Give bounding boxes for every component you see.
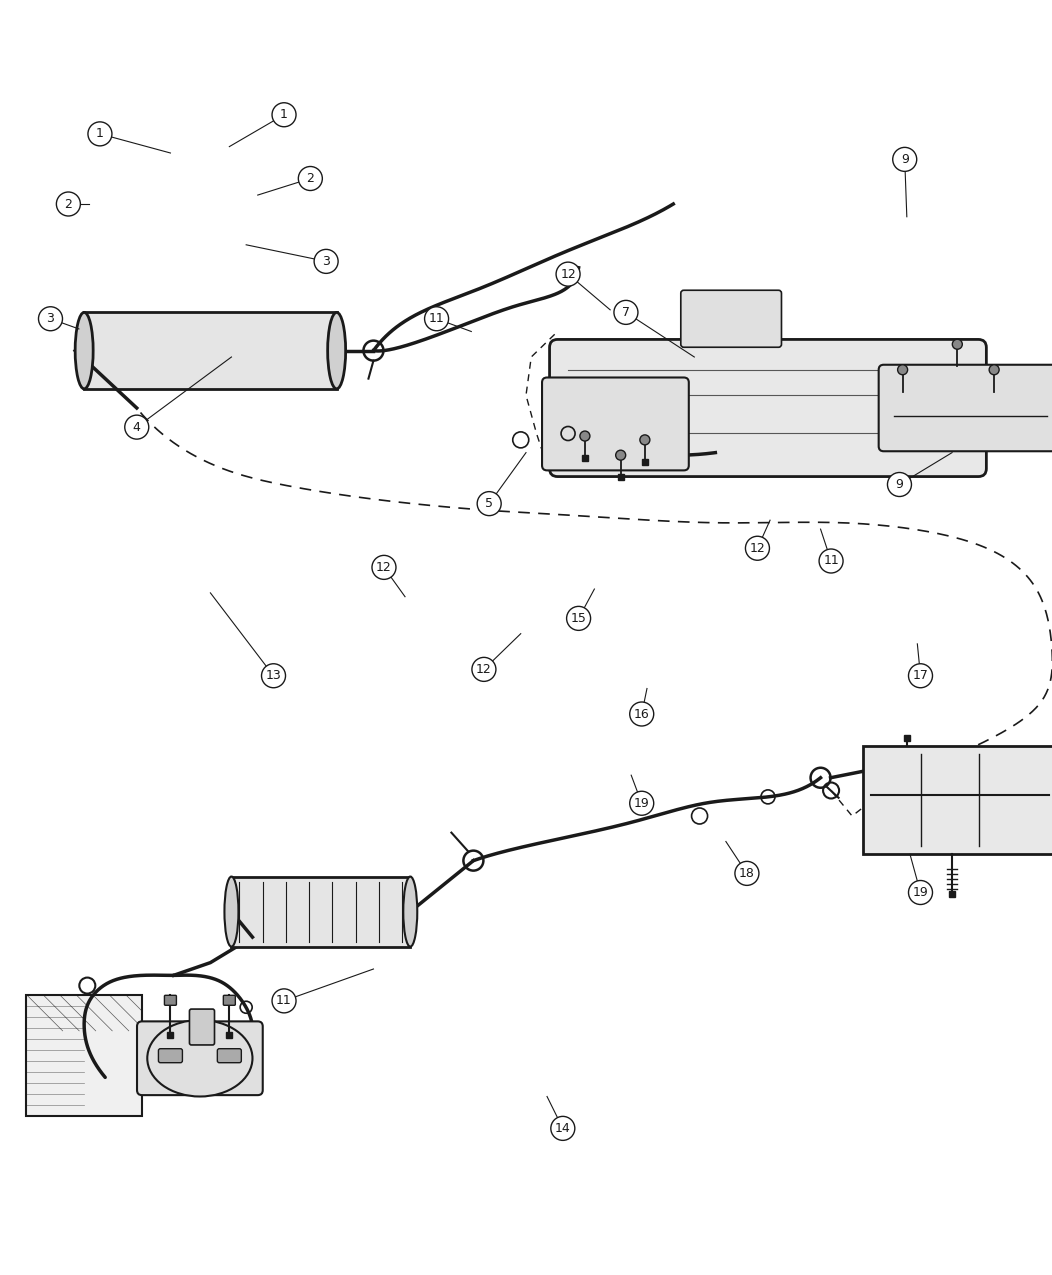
Circle shape: [372, 556, 396, 579]
Circle shape: [272, 103, 296, 126]
Circle shape: [897, 365, 908, 375]
Text: 5: 5: [485, 497, 493, 510]
Circle shape: [989, 365, 999, 375]
Circle shape: [299, 167, 322, 190]
Circle shape: [893, 148, 916, 171]
Text: 3: 3: [46, 312, 55, 325]
FancyBboxPatch shape: [878, 365, 1052, 451]
Text: 7: 7: [622, 306, 630, 319]
Text: 12: 12: [377, 561, 391, 574]
Circle shape: [640, 435, 650, 445]
Text: 4: 4: [133, 421, 141, 434]
Text: 12: 12: [750, 542, 765, 555]
Circle shape: [478, 492, 501, 515]
Circle shape: [952, 339, 963, 349]
FancyBboxPatch shape: [218, 1049, 241, 1062]
Circle shape: [88, 122, 112, 145]
Text: 16: 16: [634, 708, 649, 720]
Bar: [26, 994, 142, 1116]
Circle shape: [909, 664, 932, 687]
Circle shape: [614, 301, 638, 324]
Circle shape: [57, 193, 80, 215]
Circle shape: [551, 1117, 574, 1140]
Circle shape: [888, 473, 911, 496]
Text: 17: 17: [912, 669, 929, 682]
Circle shape: [262, 664, 285, 687]
Circle shape: [909, 881, 932, 904]
Circle shape: [735, 862, 758, 885]
FancyBboxPatch shape: [189, 1009, 215, 1046]
Text: 9: 9: [901, 153, 909, 166]
Text: 13: 13: [266, 669, 281, 682]
Text: 12: 12: [477, 663, 491, 676]
FancyBboxPatch shape: [549, 339, 987, 477]
Ellipse shape: [75, 312, 94, 389]
Text: 15: 15: [570, 612, 587, 625]
Circle shape: [272, 989, 296, 1012]
Text: 11: 11: [824, 555, 838, 567]
Circle shape: [125, 416, 148, 439]
Ellipse shape: [403, 877, 418, 946]
Circle shape: [39, 307, 62, 330]
Circle shape: [580, 431, 590, 441]
Text: 1: 1: [96, 128, 104, 140]
Ellipse shape: [147, 1020, 252, 1096]
Ellipse shape: [224, 877, 239, 946]
Bar: [231, 877, 410, 946]
Text: 11: 11: [429, 312, 444, 325]
Text: 19: 19: [634, 797, 649, 810]
Text: 2: 2: [306, 172, 315, 185]
Text: 14: 14: [555, 1122, 570, 1135]
Text: 3: 3: [322, 255, 330, 268]
FancyBboxPatch shape: [223, 996, 236, 1005]
Circle shape: [425, 307, 448, 330]
FancyBboxPatch shape: [137, 1021, 263, 1095]
Circle shape: [630, 792, 653, 815]
Circle shape: [630, 703, 653, 725]
FancyBboxPatch shape: [164, 996, 177, 1005]
Text: 2: 2: [64, 198, 73, 210]
Text: 18: 18: [739, 867, 755, 880]
Bar: [84, 312, 337, 389]
Circle shape: [820, 550, 843, 572]
Text: 1: 1: [280, 108, 288, 121]
Circle shape: [557, 263, 580, 286]
FancyBboxPatch shape: [542, 377, 689, 470]
Circle shape: [472, 658, 495, 681]
Circle shape: [615, 450, 626, 460]
FancyBboxPatch shape: [159, 1049, 182, 1062]
Circle shape: [567, 607, 590, 630]
Ellipse shape: [327, 312, 346, 389]
Text: 12: 12: [561, 268, 575, 280]
Bar: [863, 746, 1052, 854]
Circle shape: [315, 250, 338, 273]
Text: 11: 11: [277, 994, 291, 1007]
Circle shape: [746, 537, 769, 560]
Text: 19: 19: [913, 886, 928, 899]
Text: 9: 9: [895, 478, 904, 491]
FancyBboxPatch shape: [681, 291, 782, 347]
